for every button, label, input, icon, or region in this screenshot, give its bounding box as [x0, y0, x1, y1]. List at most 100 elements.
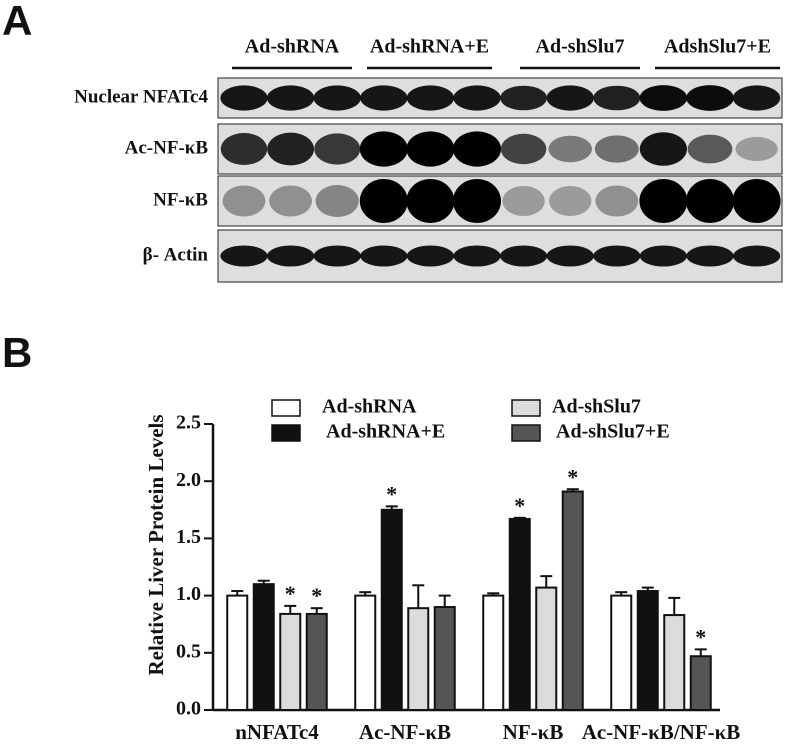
band [313, 85, 361, 111]
group-label: Ad-shRNA [245, 36, 340, 58]
significance-marker: * [386, 481, 397, 506]
panel-label: B [2, 329, 32, 376]
significance-marker: * [514, 493, 525, 518]
row-label: β- Actin [143, 244, 209, 265]
bar [636, 590, 659, 711]
band [222, 185, 266, 217]
legend-label: Ad-shSlu7 [552, 396, 641, 418]
band [735, 137, 778, 161]
y-axis-label: Relative Liver Protein Levels [144, 414, 168, 675]
band [453, 131, 501, 167]
band [733, 245, 781, 267]
bar [535, 586, 558, 711]
row-label: Nuclear NFATc4 [74, 86, 208, 107]
band [499, 245, 548, 267]
band [453, 179, 501, 223]
band [549, 186, 592, 216]
band [594, 135, 639, 163]
y-tick-label: 1.5 [176, 526, 201, 548]
bar [689, 655, 712, 711]
significance-marker: * [285, 581, 296, 606]
band [500, 85, 547, 111]
band [360, 245, 408, 267]
band [406, 179, 455, 223]
bar [226, 594, 249, 711]
y-tick-label: 0.0 [176, 698, 201, 720]
band [639, 85, 688, 111]
legend-swatch [271, 424, 301, 442]
bar [561, 490, 584, 711]
band [267, 132, 314, 166]
band [548, 135, 592, 163]
band [639, 179, 688, 223]
band [639, 245, 688, 267]
legend-label: Ad-shRNA+E [326, 421, 445, 443]
bar [380, 508, 403, 711]
band [593, 245, 641, 267]
bar [354, 594, 377, 711]
band [220, 245, 268, 267]
band [453, 245, 501, 267]
band [502, 186, 545, 216]
band [267, 85, 315, 111]
bar [663, 614, 686, 711]
band [313, 245, 361, 267]
band [686, 85, 734, 111]
bar [252, 583, 275, 711]
band [269, 185, 312, 217]
band [639, 132, 688, 166]
y-tick-label: 0.5 [176, 640, 201, 662]
bar [508, 517, 531, 712]
legend-label: Ad-shRNA [322, 396, 417, 418]
group-label: Ad-shRNA+E [370, 36, 489, 58]
bar [279, 612, 302, 711]
band [733, 85, 781, 111]
bar [433, 606, 456, 711]
bar [482, 594, 505, 711]
significance-marker: * [695, 624, 706, 649]
bar [305, 612, 328, 711]
panel-label: A [2, 0, 32, 44]
band [220, 133, 268, 165]
band [732, 179, 781, 223]
y-tick-label: 2.5 [176, 412, 201, 434]
band [359, 179, 408, 223]
significance-marker: * [567, 464, 578, 489]
row-label: NF-κB [153, 189, 208, 210]
legend-swatch [511, 399, 541, 417]
bar [407, 607, 430, 712]
x-tick-label: Ac-NF-κB [359, 720, 451, 744]
band [267, 245, 315, 267]
band [406, 85, 454, 111]
y-tick-label: 1.0 [176, 583, 201, 605]
band [595, 185, 639, 217]
band [220, 85, 268, 111]
legend-swatch [271, 399, 301, 417]
row-label: Ac-NF-κB [125, 137, 209, 158]
band [315, 185, 359, 217]
x-tick-label: NF-κB [503, 720, 564, 744]
legend-swatch [511, 424, 541, 442]
band [406, 131, 455, 167]
band [453, 85, 501, 111]
band [593, 85, 641, 111]
significance-marker: * [311, 583, 322, 608]
bar [610, 594, 633, 711]
group-label: AdshSlu7+E [664, 36, 771, 58]
band [360, 85, 408, 111]
y-tick-label: 2.0 [176, 469, 201, 491]
band [546, 85, 594, 111]
band [500, 133, 547, 165]
x-tick-label: Ac-NF-κB/NF-κB [582, 720, 741, 744]
band [686, 179, 734, 223]
band [546, 245, 594, 267]
band [686, 245, 734, 267]
band [314, 133, 361, 165]
band [406, 245, 454, 267]
band [359, 131, 408, 167]
x-tick-label: nNFATc4 [235, 720, 319, 744]
group-label: Ad-shSlu7 [536, 36, 625, 58]
legend-label: Ad-shSlu7+E [556, 421, 670, 443]
band [687, 134, 733, 164]
